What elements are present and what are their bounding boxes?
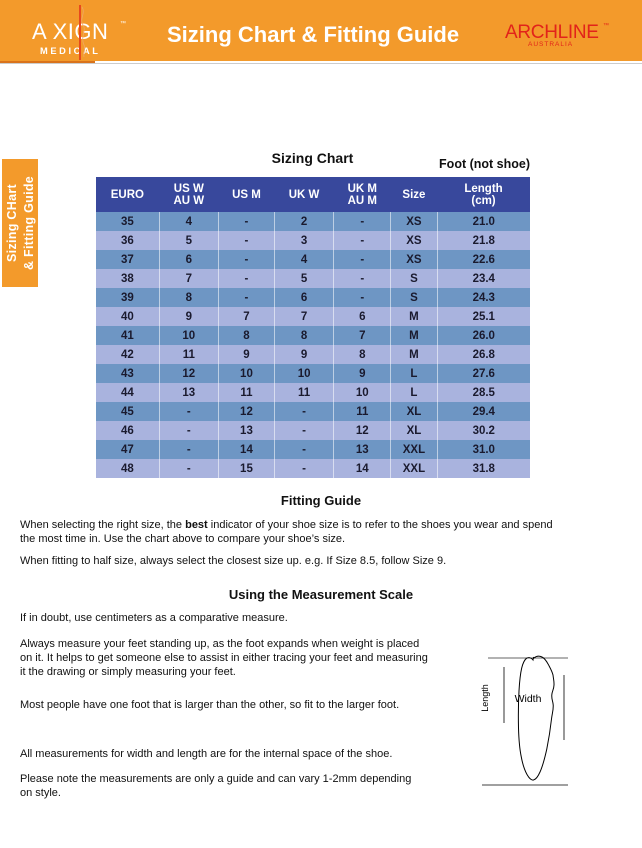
svg-text:A XIGN: A XIGN [32,19,108,44]
svg-text:™: ™ [120,20,126,27]
svg-text:AUSTRALIA: AUSTRALIA [528,41,573,48]
svg-text:ARCHLINE: ARCHLINE [505,22,599,43]
svg-text:™: ™ [603,22,609,29]
svg-text:MEDICAL: MEDICAL [40,46,101,56]
